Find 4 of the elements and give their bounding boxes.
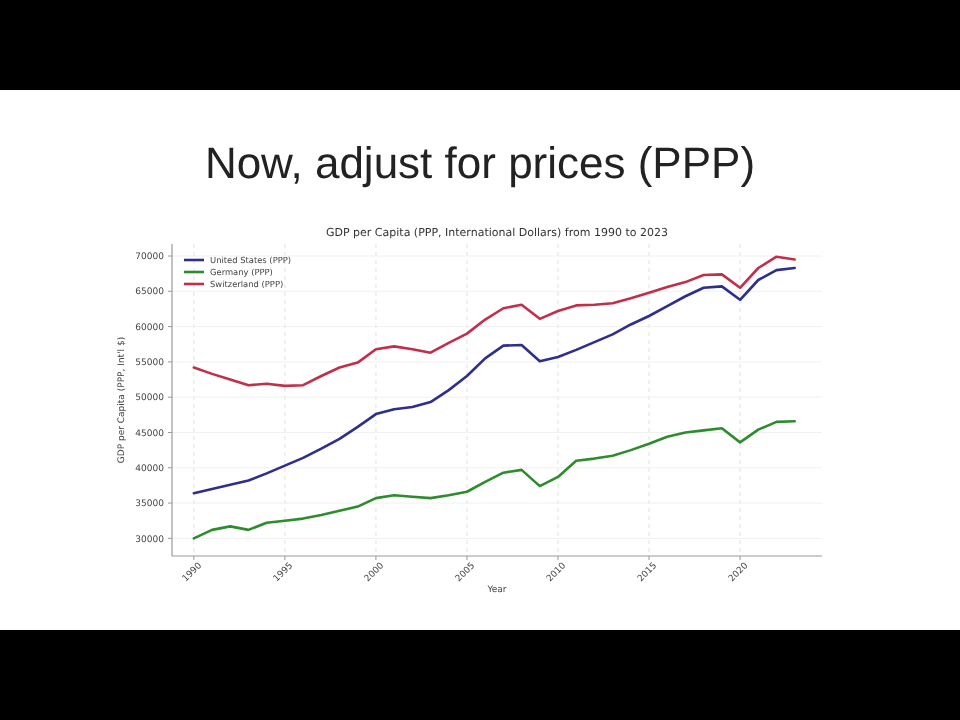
chart-subtitle: Now, adjust for prices (PPP) [204, 138, 756, 188]
line-series [192, 255, 796, 388]
line-series [192, 419, 796, 540]
line-series [192, 266, 796, 495]
